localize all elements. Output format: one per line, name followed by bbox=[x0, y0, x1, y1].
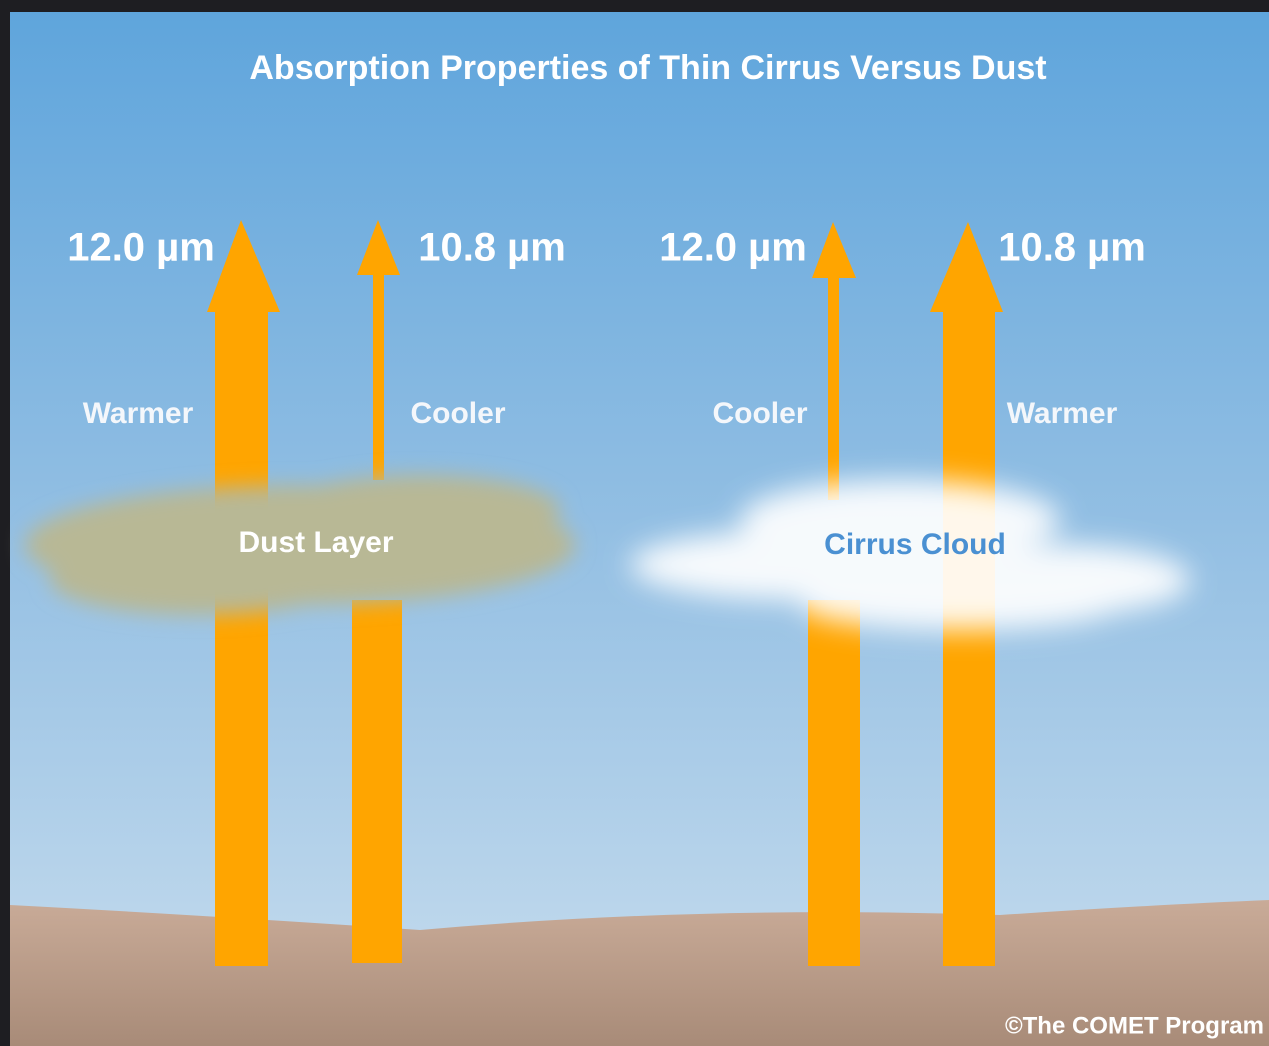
dust-cloud bbox=[280, 475, 560, 545]
layer-label: Dust Layer bbox=[238, 526, 393, 559]
temperature-label: Warmer bbox=[83, 397, 194, 430]
layer-label: Cirrus Cloud bbox=[824, 528, 1006, 561]
cirrus-cloud bbox=[800, 580, 1120, 630]
dust-cloud bbox=[50, 545, 350, 615]
cirrus-cloud bbox=[630, 530, 970, 600]
cirrus-layer bbox=[630, 480, 1190, 630]
wavelength-label: 10.8 µm bbox=[998, 226, 1146, 270]
temperature-label: Cooler bbox=[410, 397, 505, 430]
title: Absorption Properties of Thin Cirrus Ver… bbox=[249, 49, 1046, 87]
temperature-label: Warmer bbox=[1007, 397, 1118, 430]
temperature-label: Cooler bbox=[712, 397, 807, 430]
wavelength-label: 12.0 µm bbox=[67, 226, 215, 270]
arrow-2 bbox=[352, 220, 402, 963]
wavelength-label: 12.0 µm bbox=[659, 226, 807, 270]
credit: ©The COMET Program bbox=[1005, 1012, 1264, 1039]
wavelength-label: 10.8 µm bbox=[418, 226, 566, 270]
arrow-3 bbox=[808, 222, 860, 966]
dust-layer bbox=[25, 475, 575, 615]
